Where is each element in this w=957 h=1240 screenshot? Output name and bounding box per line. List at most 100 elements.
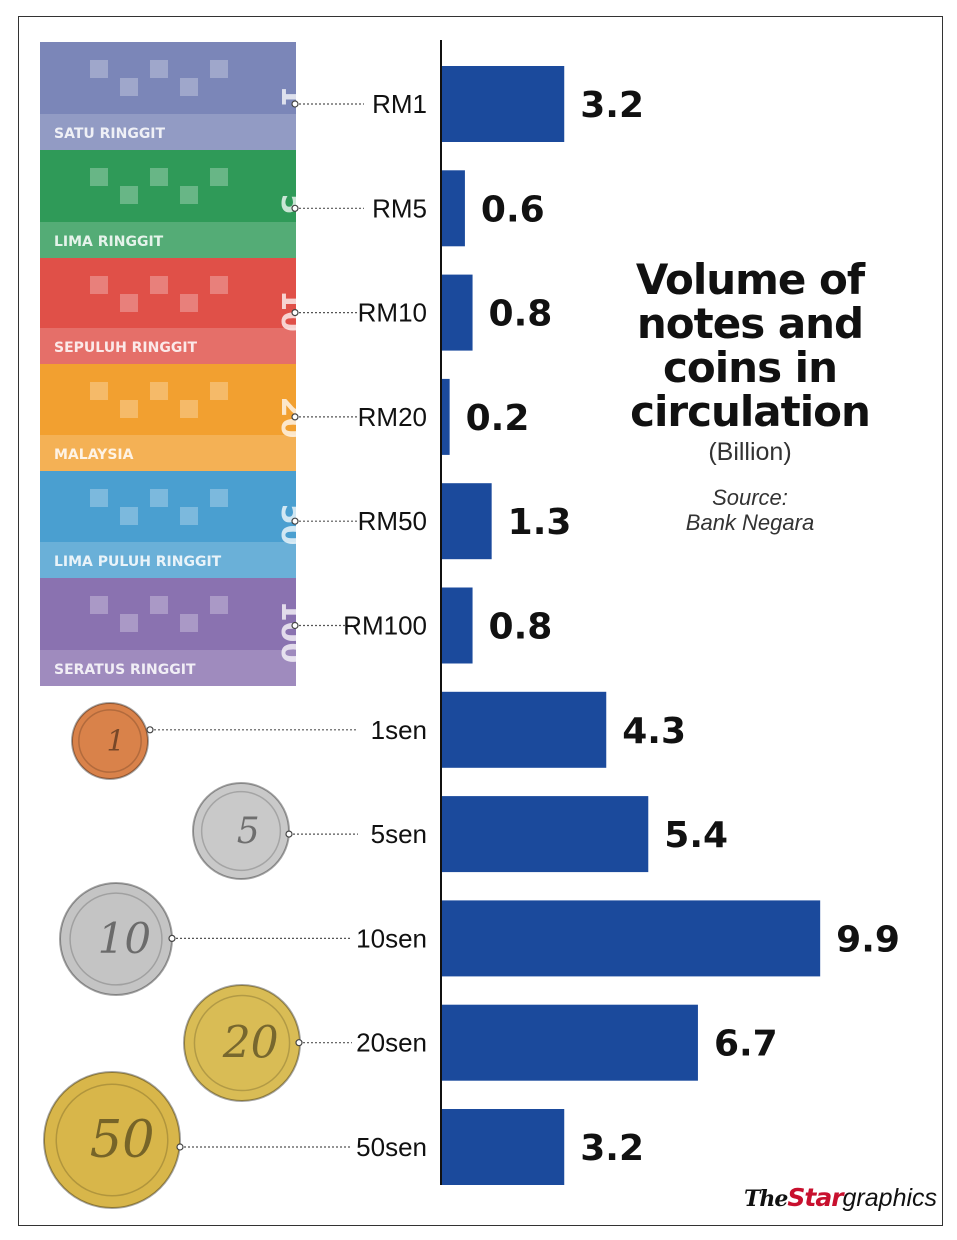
row-RM5: RM5 0.6: [291, 170, 545, 247]
coin-50sen: 50: [43, 1071, 181, 1209]
row-RM50: RM50 1.3: [291, 483, 572, 560]
category-label: RM100: [343, 611, 427, 641]
coin-numeral: 10: [98, 914, 151, 963]
row-5sen: 5sen 5.4: [285, 796, 728, 873]
value-label: 0.8: [489, 294, 553, 335]
banknote-pattern: [210, 276, 228, 294]
banknote-pattern: [150, 168, 168, 186]
chart-title: Volume of notes and coins in circulation: [630, 255, 871, 436]
value-label: 0.6: [481, 189, 545, 230]
banknote-pattern: [120, 186, 138, 204]
coin-20sen: 20: [183, 984, 301, 1102]
banknote-pattern: [150, 382, 168, 400]
category-label: RM50: [358, 506, 427, 536]
banknote-band: [40, 435, 296, 471]
banknote-numeral: 5: [274, 194, 309, 215]
value-label: 0.2: [466, 398, 530, 439]
credit-the: The: [744, 1186, 788, 1212]
coin-body: [43, 1071, 181, 1209]
coin-5sen: 5: [192, 782, 290, 880]
banknote-pattern: [150, 596, 168, 614]
banknote-text: MALAYSIA: [54, 447, 134, 463]
banknote-pattern: [120, 507, 138, 525]
row-RM10: RM10 0.8: [291, 274, 553, 351]
coin-rim: [55, 1083, 169, 1197]
chart-rows: RM1 3.2 RM5 0.6 RM10 0.8 RM20 0.2 RM50 1.3 RM100 0.…: [146, 66, 900, 1185]
value-label: 3.2: [580, 1128, 644, 1169]
category-label: 10sen: [356, 923, 427, 953]
bar: [442, 900, 821, 977]
coin-images: 1 5 10 20 50: [43, 702, 301, 1209]
row-RM100: RM100 0.8: [291, 587, 553, 664]
banknote-text: LIMA PULUH RINGGIT: [54, 554, 222, 570]
banknote-pattern: [150, 60, 168, 78]
banknote-pattern: [180, 507, 198, 525]
source-name: Bank Negara: [685, 510, 815, 535]
leader-dot: [291, 100, 299, 108]
row-RM20: RM20 0.2: [291, 378, 530, 455]
coin-rim: [193, 994, 291, 1092]
leader-dot: [291, 204, 299, 212]
category-label: 1sen: [371, 715, 427, 745]
banknote-numeral: 50: [274, 504, 309, 546]
row-RM1: RM1 3.2: [291, 66, 644, 142]
banknote-pattern: [150, 276, 168, 294]
category-label: RM5: [372, 193, 427, 223]
banknote-band: [40, 542, 296, 578]
banknote-pattern: [180, 400, 198, 418]
banknote-pattern: [210, 382, 228, 400]
banknote-images: SATU RINGGIT 1 LIMA RINGGIT 5 SEPULUH RINGGI…: [40, 42, 309, 686]
coin-numeral: 5: [237, 811, 260, 852]
value-label: 0.8: [489, 607, 553, 648]
banknote-pattern: [120, 78, 138, 96]
row-1sen: 1sen 4.3: [146, 691, 686, 768]
banknote-body: [40, 42, 296, 150]
banknote-RM5: LIMA RINGGIT 5: [40, 150, 309, 258]
coin-1sen: 1: [71, 702, 149, 780]
leader-dot: [285, 830, 293, 838]
banknote-band: [40, 222, 296, 258]
banknote-numeral: 100: [274, 601, 309, 664]
title-block: Volume of notes and coins in circulation…: [600, 255, 900, 536]
coin-numeral: 20: [222, 1018, 279, 1069]
row-10sen: 10sen 9.9: [168, 900, 900, 977]
banknote-text: SEPULUH RINGGIT: [54, 340, 198, 356]
bar: [442, 1109, 565, 1185]
banknote-pattern: [210, 489, 228, 507]
banknote-pattern: [180, 614, 198, 632]
bar: [442, 691, 607, 768]
row-50sen: 50sen 3.2: [176, 1109, 644, 1185]
banknote-RM10: SEPULUH RINGGIT 10: [40, 258, 309, 364]
banknote-pattern: [120, 614, 138, 632]
category-label: 50sen: [356, 1132, 427, 1162]
banknote-body: [40, 471, 296, 578]
banknote-RM100: SERATUS RINGGIT 100: [40, 578, 309, 686]
banknote-pattern: [180, 186, 198, 204]
category-label: RM10: [358, 298, 427, 328]
banknote-text: LIMA RINGGIT: [54, 234, 164, 250]
banknote-pattern: [210, 168, 228, 186]
banknote-pattern: [90, 168, 108, 186]
coin-rim: [78, 709, 142, 773]
bar: [442, 483, 492, 560]
coin-numeral: 50: [90, 1111, 155, 1170]
banknote-band: [40, 650, 296, 686]
coin-rim: [69, 892, 163, 986]
banknote-band: [40, 328, 296, 364]
category-label: RM20: [358, 402, 427, 432]
category-label: 20sen: [356, 1028, 427, 1058]
banknote-body: [40, 578, 296, 686]
coin-10sen: 10: [59, 882, 173, 996]
chart-frame: [18, 16, 943, 1226]
banknote-pattern: [90, 276, 108, 294]
leader-dot: [168, 934, 176, 943]
banknote-body: [40, 258, 296, 364]
leader-dot: [295, 1039, 303, 1047]
banknote-body: [40, 364, 296, 471]
value-label: 1.3: [508, 502, 572, 543]
banknote-pattern: [120, 400, 138, 418]
banknote-pattern: [180, 294, 198, 312]
coin-body: [71, 702, 149, 780]
banknote-numeral: 1: [274, 86, 309, 107]
